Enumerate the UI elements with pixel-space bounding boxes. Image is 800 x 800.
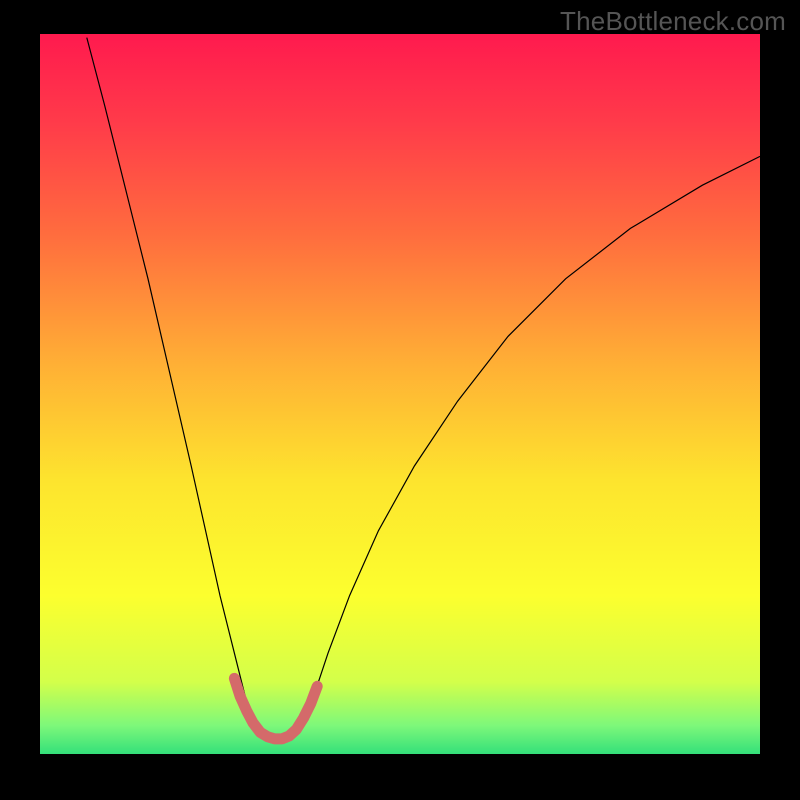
- chart-frame: TheBottleneck.com: [0, 0, 800, 800]
- bottom-overlay-curve: [234, 678, 317, 738]
- bottleneck-curve: [87, 38, 760, 740]
- watermark-text: TheBottleneck.com: [560, 6, 786, 37]
- curve-svg-layer: [0, 0, 800, 800]
